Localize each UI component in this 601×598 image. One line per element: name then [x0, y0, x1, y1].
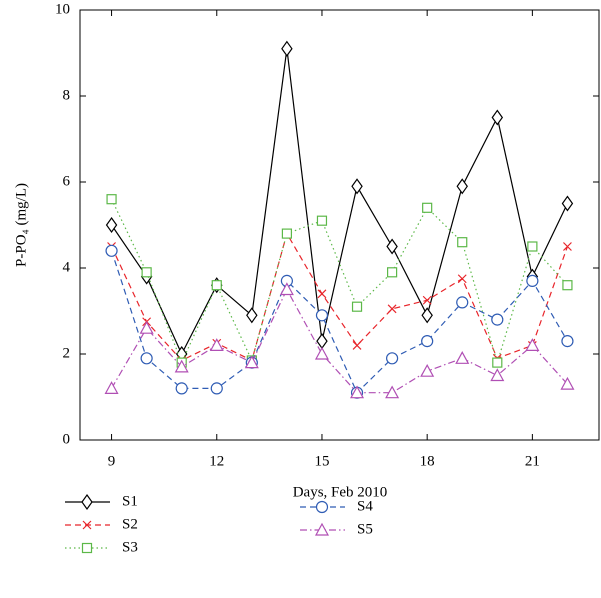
series-line	[111, 198, 568, 365]
legend-marker	[314, 522, 330, 536]
point	[491, 313, 504, 326]
point	[527, 241, 538, 252]
x-tick-label: 9	[108, 453, 116, 469]
y-tick-label: 4	[63, 259, 71, 275]
legend-label: S2	[122, 516, 138, 532]
point	[457, 274, 467, 284]
point	[209, 338, 224, 351]
point	[139, 320, 154, 334]
point	[420, 363, 435, 377]
point	[281, 228, 292, 239]
x-tick-label: 18	[420, 453, 435, 469]
point	[562, 280, 573, 291]
point	[314, 346, 329, 360]
legend-entry: S2	[65, 516, 138, 532]
y-tick-label: 6	[63, 173, 71, 189]
legend-label: S4	[357, 498, 373, 514]
series-line	[111, 48, 568, 356]
point	[140, 352, 153, 365]
y-tick-label: 10	[55, 1, 70, 17]
legend-entry: S1	[65, 493, 138, 511]
point	[350, 385, 365, 399]
point	[386, 238, 398, 255]
point	[561, 335, 574, 348]
point	[490, 368, 505, 382]
x-tick-label: 21	[525, 453, 540, 469]
point	[317, 289, 327, 299]
point	[422, 295, 432, 305]
legend-marker	[81, 542, 93, 554]
legend-marker	[315, 500, 329, 514]
point	[211, 280, 222, 291]
point	[106, 194, 117, 205]
legend-label: S1	[122, 493, 138, 509]
point	[316, 333, 328, 350]
point	[457, 237, 468, 248]
point	[491, 109, 504, 126]
y-axis-label: P-PO₄ (mg/L)	[13, 183, 29, 267]
point	[525, 338, 540, 351]
point	[105, 216, 118, 234]
point	[174, 359, 189, 373]
series-line	[111, 288, 568, 394]
x-axis-label: Days, Feb 2010	[293, 484, 388, 500]
point	[351, 178, 363, 195]
point	[456, 296, 469, 309]
point	[316, 215, 328, 226]
series-line	[111, 232, 569, 362]
point	[281, 40, 293, 57]
point	[563, 242, 572, 251]
plot-frame	[79, 9, 600, 441]
legend-entry: S5	[300, 521, 373, 537]
point	[105, 244, 118, 257]
y-tick-label: 8	[63, 87, 71, 103]
point	[421, 307, 433, 324]
x-tick-label: 12	[209, 453, 224, 469]
legend-label: S3	[122, 539, 138, 555]
x-tick-label: 15	[314, 453, 329, 469]
point	[279, 282, 294, 296]
point	[351, 301, 363, 312]
point	[526, 274, 539, 287]
point	[560, 376, 575, 390]
point	[561, 195, 574, 212]
y-tick-label: 0	[63, 431, 71, 447]
point	[210, 382, 223, 395]
y-tick-label: 2	[63, 345, 71, 361]
legend-marker	[81, 493, 93, 511]
legend-marker	[82, 520, 92, 530]
point	[385, 385, 400, 399]
point	[175, 382, 188, 395]
point	[455, 351, 470, 364]
point	[244, 355, 259, 369]
point	[387, 304, 397, 314]
point	[104, 381, 119, 394]
point	[387, 267, 398, 278]
point	[246, 307, 258, 324]
point	[386, 352, 399, 365]
point	[421, 335, 434, 348]
legend-entry: S4	[300, 498, 373, 514]
legend-entry: S3	[65, 539, 138, 555]
point	[141, 267, 152, 278]
point	[315, 309, 329, 322]
legend-label: S5	[357, 521, 373, 537]
point	[352, 340, 362, 350]
point	[492, 357, 503, 368]
point	[422, 202, 433, 213]
point	[456, 178, 468, 195]
